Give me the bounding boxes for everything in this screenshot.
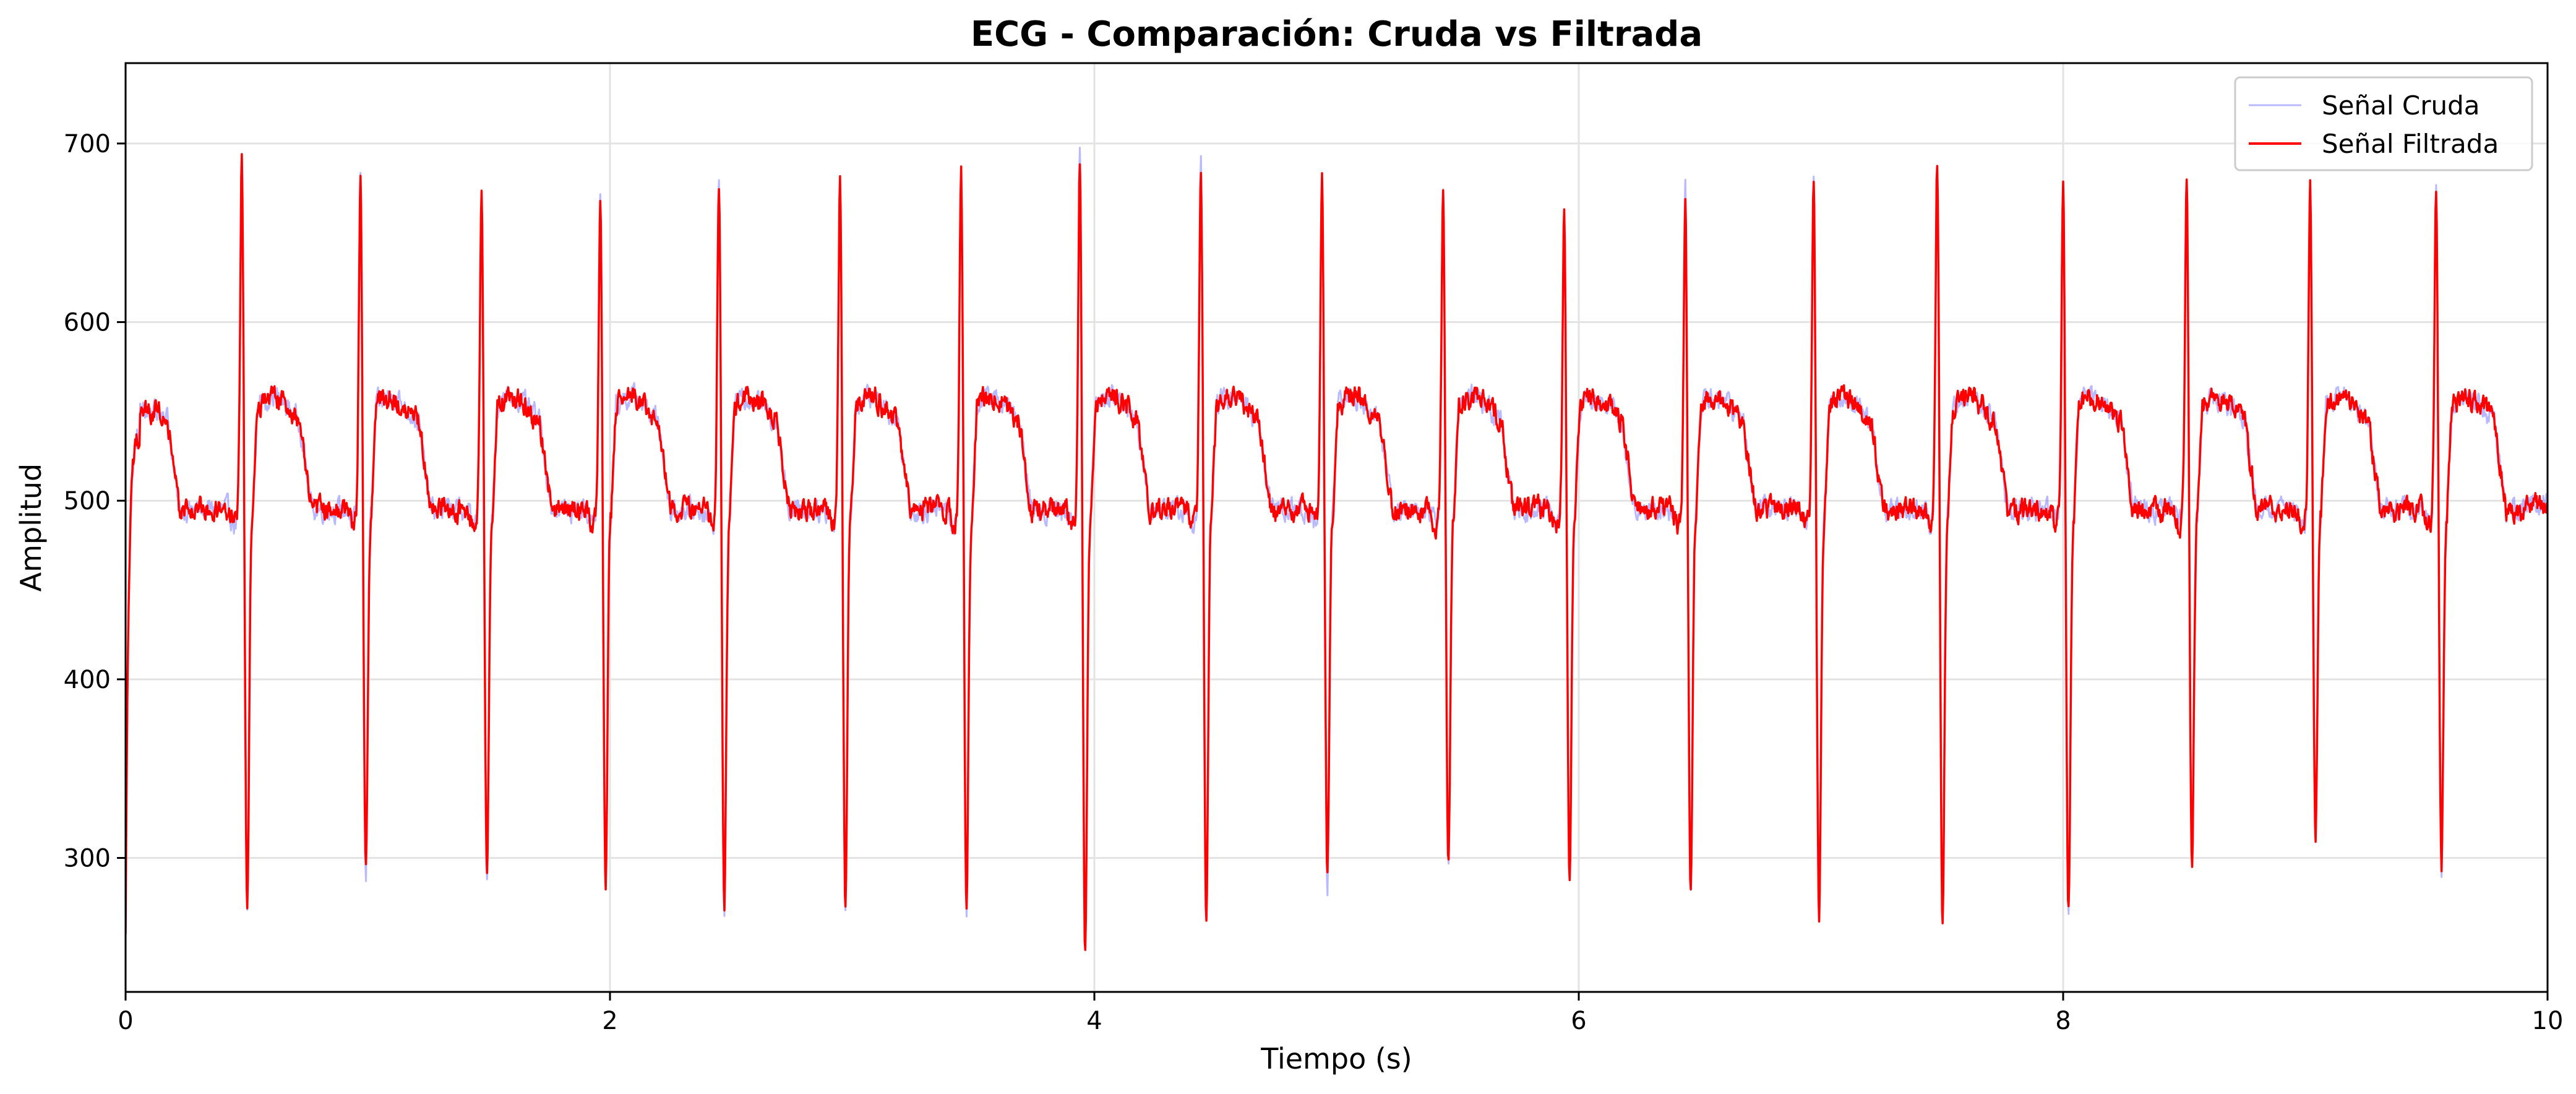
x-tick-label: 8: [2055, 1007, 2071, 1035]
y-tick-label: 600: [64, 309, 111, 337]
ticks: 0 2 4 6 8 10 300 400 500 600 700: [64, 130, 2564, 1035]
y-tick-label: 400: [64, 666, 111, 694]
chart-title: ECG - Comparación: Cruda vs Filtrada: [971, 14, 1702, 54]
axes-frame: [124, 62, 2549, 993]
x-tick-label: 6: [1571, 1007, 1586, 1035]
x-axis-label: Tiempo (s): [1260, 1042, 1412, 1075]
y-axis-label: Amplitud: [14, 463, 48, 592]
x-tick-label: 0: [118, 1007, 133, 1035]
legend-label-filtered: Señal Filtrada: [2322, 129, 2499, 159]
y-tick-label: 500: [64, 487, 111, 515]
y-tick-label: 700: [64, 130, 111, 158]
x-tick-label: 10: [2532, 1007, 2564, 1035]
legend: Señal Cruda Señal Filtrada: [2234, 76, 2533, 171]
x-tick-label: 4: [1086, 1007, 1102, 1035]
legend-box: [2234, 76, 2533, 171]
x-tick-label: 2: [602, 1007, 617, 1035]
legend-label-raw: Señal Cruda: [2322, 90, 2480, 121]
plot-area: [126, 147, 2548, 951]
series-line-filtered: [126, 153, 2548, 951]
y-tick-label: 300: [64, 845, 111, 873]
grid: [124, 63, 2549, 992]
